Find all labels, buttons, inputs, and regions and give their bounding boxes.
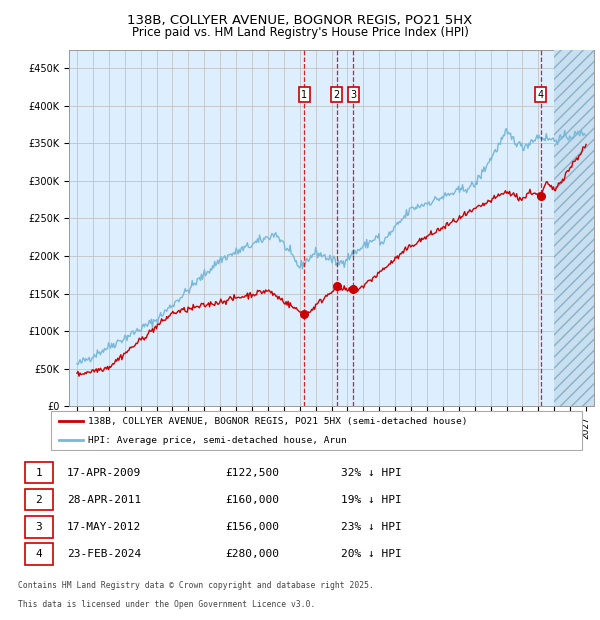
Text: 23-FEB-2024: 23-FEB-2024 (67, 549, 141, 559)
Bar (554, 46, 600, 406)
Bar (25, 462, 53, 484)
Bar (25, 544, 53, 565)
Text: 1: 1 (301, 90, 307, 100)
Text: 20% ↓ HPI: 20% ↓ HPI (341, 549, 401, 559)
Text: Contains HM Land Registry data © Crown copyright and database right 2025.: Contains HM Land Registry data © Crown c… (18, 581, 374, 590)
Text: 23% ↓ HPI: 23% ↓ HPI (341, 522, 401, 532)
Text: £156,000: £156,000 (226, 522, 280, 532)
Bar (25, 489, 53, 510)
Text: 3: 3 (35, 522, 42, 532)
Text: This data is licensed under the Open Government Licence v3.0.: This data is licensed under the Open Gov… (18, 600, 316, 609)
Text: 32% ↓ HPI: 32% ↓ HPI (341, 467, 401, 478)
Text: Price paid vs. HM Land Registry's House Price Index (HPI): Price paid vs. HM Land Registry's House … (131, 26, 469, 39)
Text: £160,000: £160,000 (226, 495, 280, 505)
Text: 2: 2 (334, 90, 340, 100)
Bar (25, 516, 53, 538)
Text: 4: 4 (538, 90, 544, 100)
Text: 3: 3 (350, 90, 356, 100)
Text: £280,000: £280,000 (226, 549, 280, 559)
Text: 28-APR-2011: 28-APR-2011 (67, 495, 141, 505)
Text: HPI: Average price, semi-detached house, Arun: HPI: Average price, semi-detached house,… (88, 436, 347, 445)
Text: 19% ↓ HPI: 19% ↓ HPI (341, 495, 401, 505)
Text: 4: 4 (35, 549, 42, 559)
Text: 17-MAY-2012: 17-MAY-2012 (67, 522, 141, 532)
Text: 138B, COLLYER AVENUE, BOGNOR REGIS, PO21 5HX (semi-detached house): 138B, COLLYER AVENUE, BOGNOR REGIS, PO21… (88, 417, 468, 425)
Text: 2: 2 (35, 495, 42, 505)
Text: 138B, COLLYER AVENUE, BOGNOR REGIS, PO21 5HX: 138B, COLLYER AVENUE, BOGNOR REGIS, PO21… (127, 14, 473, 27)
Text: £122,500: £122,500 (226, 467, 280, 478)
Text: 17-APR-2009: 17-APR-2009 (67, 467, 141, 478)
Text: 1: 1 (35, 467, 42, 478)
